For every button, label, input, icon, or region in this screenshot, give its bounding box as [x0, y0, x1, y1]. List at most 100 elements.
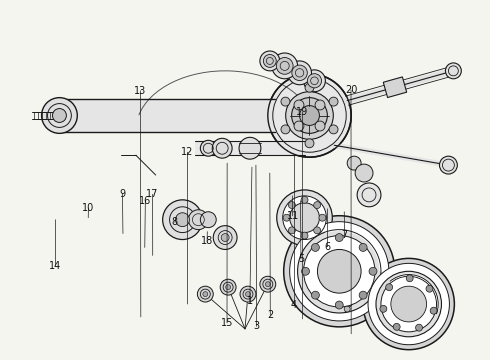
- Circle shape: [355, 164, 373, 182]
- Circle shape: [359, 243, 367, 251]
- Circle shape: [380, 305, 387, 312]
- Circle shape: [344, 306, 350, 312]
- Circle shape: [276, 58, 293, 74]
- Circle shape: [312, 243, 319, 251]
- Circle shape: [426, 285, 433, 292]
- Circle shape: [283, 196, 326, 239]
- Circle shape: [226, 285, 231, 290]
- Circle shape: [281, 125, 290, 134]
- Circle shape: [175, 213, 190, 227]
- Circle shape: [203, 292, 208, 297]
- Circle shape: [391, 286, 427, 322]
- Text: 1: 1: [247, 296, 253, 306]
- Text: 2: 2: [267, 310, 273, 320]
- Circle shape: [301, 267, 310, 275]
- Circle shape: [197, 286, 213, 302]
- Circle shape: [292, 65, 307, 81]
- Circle shape: [292, 98, 327, 133]
- Circle shape: [318, 249, 361, 293]
- Circle shape: [335, 301, 343, 309]
- Circle shape: [312, 291, 319, 299]
- Circle shape: [369, 267, 377, 275]
- Circle shape: [301, 232, 308, 239]
- Circle shape: [315, 121, 325, 131]
- Text: 11: 11: [287, 211, 299, 221]
- Circle shape: [329, 97, 338, 106]
- Circle shape: [213, 226, 237, 249]
- Circle shape: [290, 222, 389, 321]
- Text: 3: 3: [254, 321, 260, 332]
- Text: 10: 10: [82, 203, 95, 213]
- Circle shape: [260, 51, 280, 71]
- Polygon shape: [196, 141, 305, 155]
- Circle shape: [245, 292, 250, 297]
- Circle shape: [266, 282, 270, 287]
- Text: 5: 5: [298, 253, 304, 264]
- Circle shape: [200, 212, 216, 228]
- Circle shape: [189, 210, 208, 230]
- Circle shape: [303, 70, 325, 92]
- Circle shape: [263, 54, 276, 67]
- Circle shape: [260, 276, 276, 292]
- Circle shape: [381, 276, 437, 332]
- Circle shape: [314, 202, 320, 208]
- Circle shape: [52, 109, 66, 122]
- Circle shape: [220, 279, 236, 295]
- Circle shape: [440, 156, 457, 174]
- Circle shape: [240, 286, 256, 302]
- Circle shape: [359, 291, 367, 299]
- Text: 6: 6: [324, 242, 331, 252]
- Circle shape: [221, 234, 229, 242]
- Circle shape: [294, 121, 304, 131]
- Circle shape: [299, 105, 319, 125]
- Text: 16: 16: [139, 197, 151, 206]
- Circle shape: [283, 214, 290, 221]
- Circle shape: [281, 97, 290, 106]
- Circle shape: [284, 216, 395, 327]
- Circle shape: [290, 203, 319, 233]
- Circle shape: [288, 61, 312, 85]
- Circle shape: [315, 100, 325, 110]
- Circle shape: [323, 253, 331, 261]
- Circle shape: [319, 214, 326, 221]
- Circle shape: [163, 200, 202, 239]
- Text: 4: 4: [291, 300, 296, 310]
- Circle shape: [376, 271, 441, 337]
- Circle shape: [212, 138, 232, 158]
- Text: 15: 15: [221, 318, 233, 328]
- Circle shape: [297, 230, 381, 313]
- Circle shape: [430, 307, 437, 314]
- Circle shape: [347, 156, 361, 170]
- Circle shape: [301, 196, 308, 203]
- Circle shape: [393, 323, 400, 330]
- Circle shape: [416, 324, 422, 331]
- Circle shape: [200, 140, 216, 156]
- Circle shape: [277, 190, 332, 246]
- Text: 8: 8: [172, 217, 177, 227]
- Text: 13: 13: [134, 86, 147, 96]
- Text: 14: 14: [49, 261, 62, 271]
- Circle shape: [329, 125, 338, 134]
- Circle shape: [286, 92, 333, 139]
- Text: 20: 20: [345, 85, 357, 95]
- Circle shape: [303, 235, 375, 307]
- Text: 19: 19: [296, 107, 309, 117]
- Text: 9: 9: [120, 189, 125, 199]
- Text: 12: 12: [181, 147, 194, 157]
- Circle shape: [363, 258, 454, 350]
- Circle shape: [335, 234, 343, 242]
- Polygon shape: [383, 77, 407, 98]
- Circle shape: [289, 227, 295, 234]
- Circle shape: [239, 137, 261, 159]
- Circle shape: [305, 139, 314, 148]
- Circle shape: [272, 53, 297, 79]
- Text: 17: 17: [147, 189, 159, 199]
- Circle shape: [314, 227, 320, 234]
- Circle shape: [357, 183, 381, 207]
- Text: 18: 18: [201, 237, 213, 247]
- Circle shape: [386, 284, 392, 291]
- Circle shape: [294, 100, 304, 110]
- Circle shape: [42, 98, 77, 133]
- Circle shape: [305, 83, 314, 92]
- Circle shape: [289, 202, 295, 208]
